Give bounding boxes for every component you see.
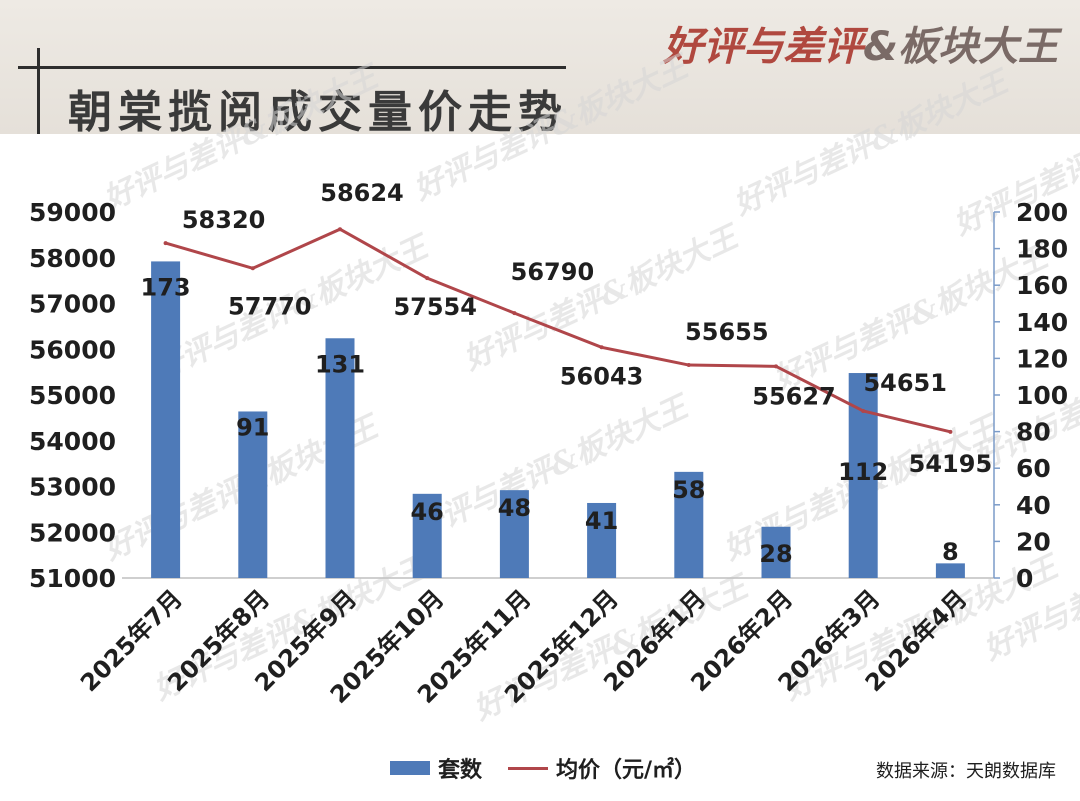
page-title: 朝棠揽阅成交量价走势 xyxy=(68,87,568,138)
line-data-label: 58320 xyxy=(182,206,266,234)
right-axis-tick-label: 180 xyxy=(1016,235,1068,264)
line-point xyxy=(250,266,255,271)
brand-logo: 好评与差评&板块大王 xyxy=(663,14,1058,72)
bar-data-label: 46 xyxy=(410,498,443,526)
line-data-label: 55627 xyxy=(752,382,836,410)
line-data-label: 54651 xyxy=(863,369,947,397)
line-point xyxy=(948,429,953,434)
line-point xyxy=(512,311,517,316)
bar-data-label: 28 xyxy=(759,540,792,568)
watermark-logo: 好评与差评&板块大王 xyxy=(408,48,697,207)
bar-data-label: 58 xyxy=(672,476,705,504)
brand-logo-part1: 好评与差评 xyxy=(663,24,864,70)
left-axis-tick-label: 53000 xyxy=(29,473,116,502)
bar-data-label: 41 xyxy=(585,507,618,535)
legend-line-label: 均价（元/㎡） xyxy=(556,758,697,783)
line-data-label: 54195 xyxy=(909,450,993,478)
line-point xyxy=(163,241,168,246)
bar-data-label: 8 xyxy=(942,538,959,566)
right-axis-tick-label: 80 xyxy=(1016,418,1051,447)
left-axis-tick-label: 55000 xyxy=(29,381,116,410)
bar-sales-count xyxy=(412,493,442,578)
line-point xyxy=(338,227,342,232)
line-data-label: 57554 xyxy=(393,293,477,321)
bar-sales-count xyxy=(674,471,704,578)
legend-bar-label: 套数 xyxy=(438,758,483,783)
right-axis-tick-label: 120 xyxy=(1016,344,1068,373)
chart-legend: 套数 均价（元/㎡） xyxy=(390,752,696,784)
right-axis-tick-label: 100 xyxy=(1016,381,1068,410)
line-avg-price xyxy=(165,227,951,434)
right-axis-tick-label: 0 xyxy=(1016,564,1033,593)
line-point xyxy=(599,345,604,350)
bar-sales-count xyxy=(238,411,268,578)
left-axis-tick-label: 59000 xyxy=(29,198,116,227)
right-axis-tick-label: 200 xyxy=(1016,198,1068,227)
bar-sales-count xyxy=(325,338,355,578)
data-source-note: 数据来源：天朗数据库 xyxy=(876,761,1056,782)
line-point xyxy=(774,364,778,369)
line-data-label: 56043 xyxy=(560,362,644,390)
bar-sales-count xyxy=(935,563,965,578)
title-vertical-rule xyxy=(37,48,40,134)
right-axis-tick-label: 60 xyxy=(1016,454,1051,483)
watermark-logo: 好评与差评&板块大王 xyxy=(458,218,747,377)
left-axis-tick-label: 54000 xyxy=(29,427,116,456)
bar-sales-count xyxy=(151,261,181,578)
right-axis-tick-label: 160 xyxy=(1016,271,1068,300)
right-axis-tick-label: 40 xyxy=(1016,491,1051,520)
bar-sales-count xyxy=(587,502,617,578)
left-axis-tick-label: 56000 xyxy=(29,335,116,364)
watermark-logo: 好评与差评&板块大王 xyxy=(408,388,697,547)
line-point xyxy=(425,276,430,281)
bar-data-label: 48 xyxy=(498,494,531,522)
bar-data-label: 173 xyxy=(141,273,191,301)
left-axis-tick-label: 51000 xyxy=(29,564,116,593)
left-axis-tick-label: 57000 xyxy=(29,290,116,319)
bar-data-label: 131 xyxy=(315,350,365,378)
line-data-label: 58624 xyxy=(320,179,404,207)
bar-data-label: 91 xyxy=(236,413,269,441)
header-banner: 朝棠揽阅成交量价走势 好评与差评&板块大王 xyxy=(0,0,1080,138)
line-data-label: 57770 xyxy=(228,292,312,320)
line-data-label: 55655 xyxy=(685,318,769,346)
bar-sales-count xyxy=(499,490,529,578)
title-horizontal-rule xyxy=(18,66,566,69)
right-axis-tick-label: 140 xyxy=(1016,308,1068,337)
right-axis-tick-label: 20 xyxy=(1016,527,1051,556)
bar-data-label: 112 xyxy=(838,458,888,486)
line-data-label: 56790 xyxy=(511,258,595,286)
line-point xyxy=(861,408,866,413)
line-point xyxy=(686,363,691,368)
left-axis-tick-label: 58000 xyxy=(29,244,116,273)
legend-bar-swatch xyxy=(390,761,430,775)
brand-logo-part2: &板块大王 xyxy=(863,24,1058,70)
legend-line-swatch xyxy=(508,766,549,770)
left-axis-tick-label: 52000 xyxy=(29,518,116,547)
bar-sales-count xyxy=(761,526,791,578)
